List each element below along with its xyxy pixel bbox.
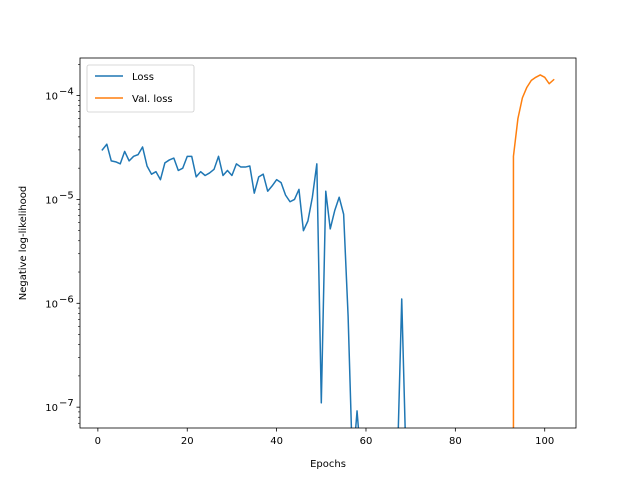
y-axis-ticks: 10−710−610−510−4 [45, 64, 80, 424]
y-axis-label: Negative log-likelihood [18, 186, 29, 301]
y-tick-exponent: −6 [59, 294, 74, 305]
y-tick-label: 10 [45, 403, 58, 414]
series-layer [101, 74, 555, 428]
x-tick-label: 20 [181, 436, 194, 447]
x-tick-label: 0 [95, 436, 101, 447]
y-tick-exponent: −7 [59, 398, 74, 409]
x-tick-label: 80 [449, 436, 462, 447]
y-tick-exponent: −5 [59, 190, 74, 201]
y-tick-label: 10 [45, 299, 58, 310]
x-tick-label: 100 [535, 436, 554, 447]
x-tick-label: 40 [270, 436, 283, 447]
series-line-loss [101, 143, 406, 428]
plot-area [80, 58, 576, 428]
legend-val-loss-label: Val. loss [132, 94, 173, 105]
legend-loss-label: Loss [132, 72, 154, 83]
x-tick-label: 60 [360, 436, 373, 447]
axes-frame [79, 57, 577, 429]
legend: Loss Val. loss [86, 64, 195, 113]
x-axis-ticks: 0 20 40 60 80 100 [95, 428, 554, 447]
y-tick-label: 10 [45, 92, 58, 103]
x-axis-label: Epochs [310, 459, 346, 470]
y-tick-label: 10 [45, 195, 58, 206]
y-tick-exponent: −4 [59, 87, 74, 98]
series-line-val-loss [512, 74, 555, 428]
